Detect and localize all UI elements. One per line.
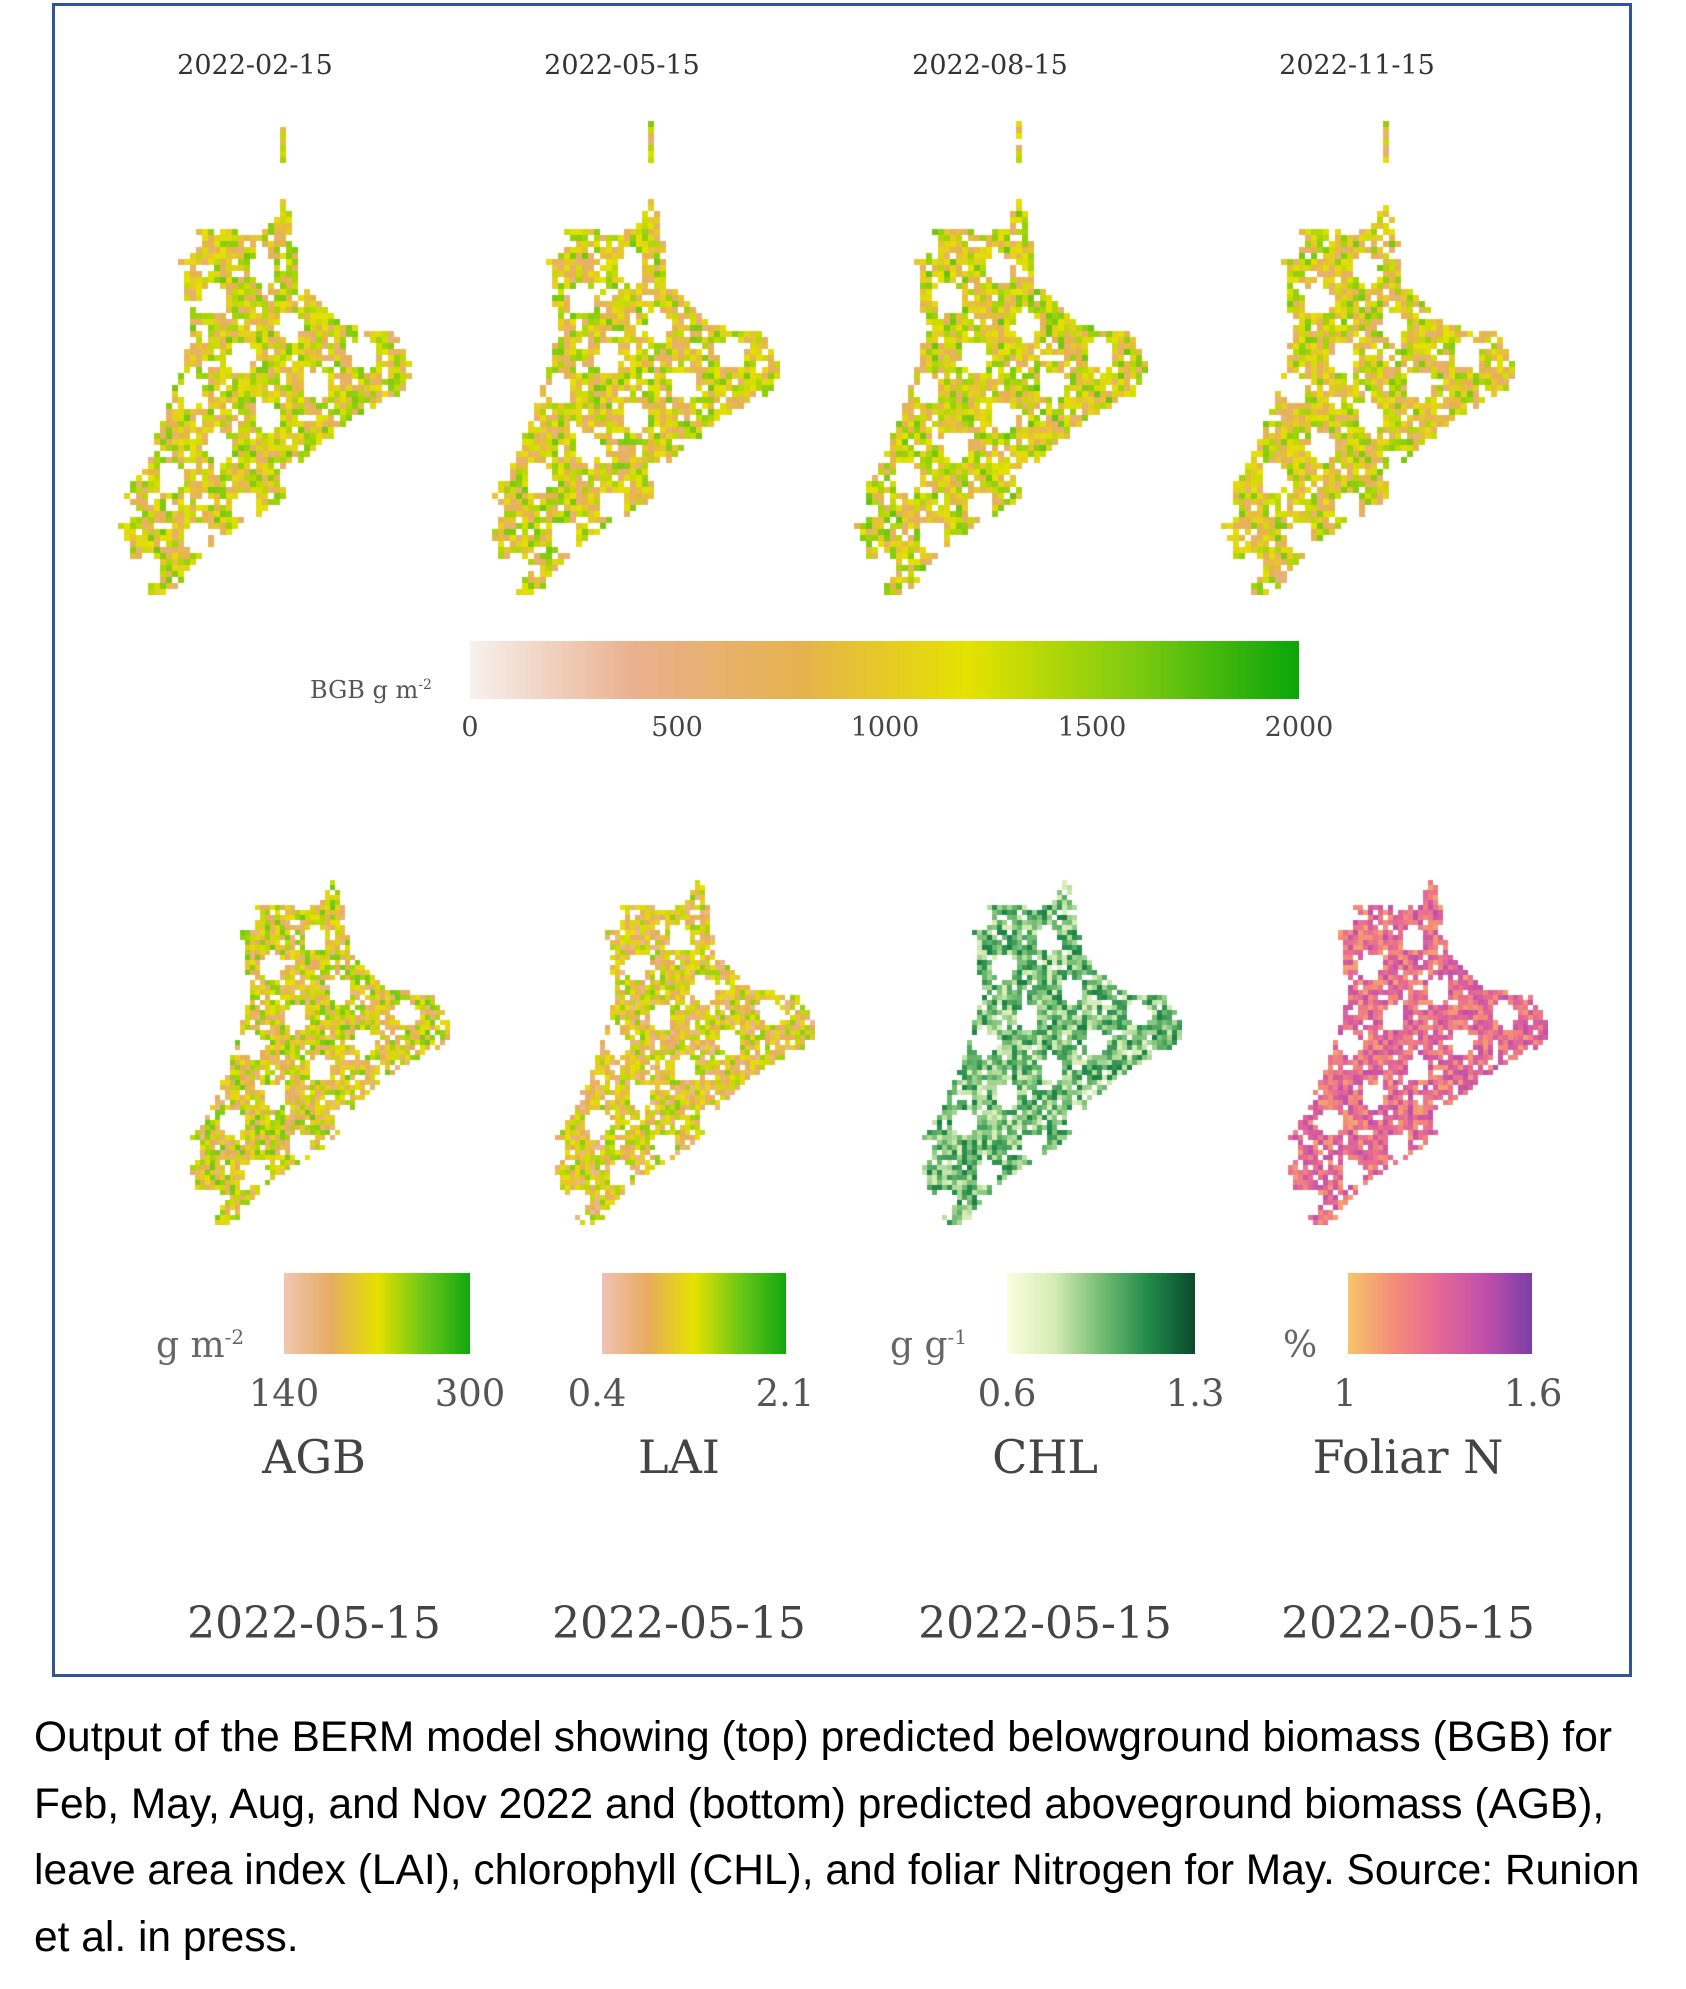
foliar-n-max: 1.6 [1503,1372,1563,1415]
bgb-map-nov [1215,115,1515,595]
agb-unit: g m-2 [156,1325,245,1366]
agb-colorbar [284,1273,470,1354]
bgb-tick-1500: 1500 [1057,712,1127,743]
chl-date: 2022-05-15 [918,1598,1172,1649]
bgb-tick-1000: 1000 [850,712,920,743]
agb-title: AGB [262,1430,366,1484]
chl-map [912,805,1182,1225]
lai-colorbar [602,1273,786,1354]
bgb-colorbar-label: BGB g m-2 [310,676,432,704]
bgb-map-may [480,115,780,595]
top-date-2: 2022-05-15 [544,50,700,81]
bgb-map-feb [112,115,412,595]
figure-caption: Output of the BERM model showing (top) p… [34,1714,1640,1961]
top-date-3: 2022-08-15 [912,50,1068,81]
bgb-colorbar [470,641,1299,699]
lai-min: 0.4 [567,1372,627,1415]
lai-title: LAI [638,1430,720,1484]
foliar-n-title: Foliar N [1312,1430,1504,1484]
bgb-tick-2000: 2000 [1264,712,1334,743]
foliar-n-date: 2022-05-15 [1281,1598,1535,1649]
chl-max: 1.3 [1165,1372,1225,1415]
agb-date: 2022-05-15 [187,1598,441,1649]
chl-unit: g g-1 [890,1325,968,1366]
foliar-n-colorbar [1348,1273,1532,1354]
chl-colorbar [1007,1273,1195,1354]
chl-min: 0.6 [977,1372,1037,1415]
bgb-tick-0: 0 [461,712,479,743]
figure-frame [52,3,1632,1677]
bgb-map-aug [848,115,1148,595]
foliar-n-min: 1 [1333,1372,1357,1415]
lai-max: 2.1 [755,1372,815,1415]
top-date-4: 2022-11-15 [1279,50,1435,81]
agb-map [180,805,450,1225]
foliar-n-map [1278,805,1548,1225]
agb-min: 140 [248,1372,320,1415]
top-date-1: 2022-02-15 [177,50,333,81]
agb-max: 300 [434,1372,506,1415]
chl-title: CHL [992,1430,1098,1484]
foliar-n-unit: % [1283,1325,1318,1366]
lai-date: 2022-05-15 [552,1598,806,1649]
bgb-tick-500: 500 [651,712,703,743]
lai-map [545,805,815,1225]
